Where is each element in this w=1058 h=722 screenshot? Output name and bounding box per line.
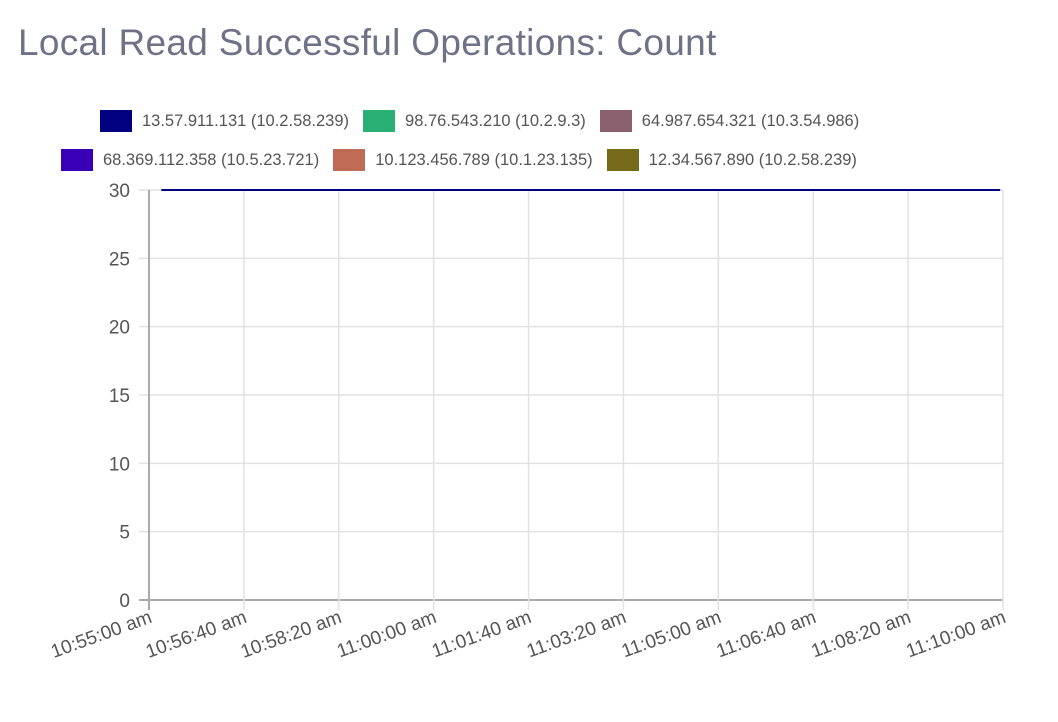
x-tick-label: 11:00:00 am <box>334 607 439 662</box>
y-tick-label: 10 <box>109 454 130 475</box>
x-tick-label: 10:56:40 am <box>143 607 249 663</box>
x-tick-label: 11:05:00 am <box>619 607 724 662</box>
legend-item[interactable]: 13.57.911.131 (10.2.58.239) <box>100 110 349 132</box>
y-tick-label: 25 <box>109 249 130 270</box>
legend-item[interactable]: 64.987.654.321 (10.3.54.986) <box>599 110 860 132</box>
x-tick-label: 11:06:40 am <box>714 607 819 662</box>
x-tick-label: 11:10:00 am <box>904 607 1009 662</box>
legend-label: 64.987.654.321 (10.3.54.986) <box>641 111 860 130</box>
legend-swatch <box>333 149 366 171</box>
legend-swatch <box>599 110 632 132</box>
legend-label: 68.369.112.358 (10.5.23.721) <box>103 150 320 169</box>
legend-swatch <box>100 110 132 132</box>
legend-label: 13.57.911.131 (10.2.58.239) <box>142 111 350 130</box>
y-tick-label: 30 <box>109 181 130 202</box>
legend-item[interactable]: 12.34.567.890 (10.2.58.239) <box>606 149 857 171</box>
legend-row-1: 13.57.911.131 (10.2.58.239) 98.76.543.21… <box>100 110 873 132</box>
legend-label: 10.123.456.789 (10.1.23.135) <box>375 150 593 169</box>
chart-title: Local Read Successful Operations: Count <box>18 22 717 63</box>
legend-label: 98.76.543.210 (10.2.9.3) <box>405 111 586 130</box>
legend-swatch <box>606 149 639 171</box>
x-tick-label: 11:08:20 am <box>809 607 914 662</box>
x-tick-label: 11:03:20 am <box>524 607 629 662</box>
x-tick-label: 10:55:00 am <box>48 607 154 663</box>
y-tick-label: 20 <box>109 318 130 339</box>
legend-swatch <box>363 110 396 132</box>
y-tick-label: 5 <box>119 523 130 544</box>
legend-item[interactable]: 68.369.112.358 (10.5.23.721) <box>61 149 319 171</box>
x-tick-label: 11:01:40 am <box>429 607 534 662</box>
legend-item[interactable]: 10.123.456.789 (10.1.23.135) <box>333 149 593 171</box>
y-tick-label: 0 <box>119 591 130 612</box>
legend-item[interactable]: 98.76.543.210 (10.2.9.3) <box>363 110 586 132</box>
legend-label: 12.34.567.890 (10.2.58.239) <box>648 150 857 169</box>
legend-swatch <box>61 149 93 171</box>
x-tick-label: 10:58:20 am <box>238 607 344 663</box>
y-tick-label: 15 <box>109 386 130 407</box>
legend-row-2: 68.369.112.358 (10.5.23.721) 10.123.456.… <box>61 149 871 171</box>
